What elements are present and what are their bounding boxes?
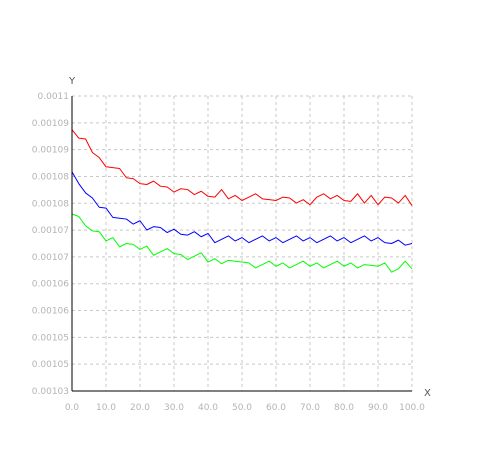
x-tick-label: 70.0 [300, 403, 320, 413]
y-axis-label: Y [68, 76, 76, 87]
x-tick-label: 90.0 [368, 403, 388, 413]
y-tick-label: 0.00109 [32, 146, 69, 156]
y-tick-label: 0.0011 [38, 92, 70, 102]
y-tick-label: 0.00106 [32, 280, 69, 290]
y-tick-label: 0.00107 [32, 253, 69, 263]
y-tick-label: 0.00105 [32, 333, 69, 343]
x-tick-label: 100.0 [399, 403, 425, 413]
x-tick-label: 80.0 [334, 403, 354, 413]
axes [71, 96, 412, 392]
x-tick-label: 30.0 [164, 403, 184, 413]
x-tick-label: 60.0 [266, 403, 286, 413]
series-line-1 [71, 129, 413, 206]
y-tick-label: 0.00105 [32, 360, 69, 370]
series-line-3 [71, 213, 413, 273]
y-tick-label: 0.00107 [32, 226, 69, 236]
y-tick-label: 0.00108 [32, 199, 69, 209]
x-tick-label: 40.0 [198, 403, 218, 413]
series-line-2 [71, 171, 413, 246]
x-tick-label: 20.0 [130, 403, 150, 413]
y-tick-label: 0.00109 [32, 119, 69, 129]
x-tick-label: 50.0 [232, 403, 252, 413]
x-tick-label: 0.0 [65, 403, 80, 413]
y-tick-label: 0.00108 [32, 172, 69, 182]
y-tick-label: 0.00106 [32, 307, 69, 317]
x-axis-label: X [424, 388, 431, 399]
x-tick-label: 10.0 [96, 403, 116, 413]
series-lines [71, 129, 413, 273]
grid [72, 95, 413, 391]
tick-labels: 0.0 10.0 20.0 30.0 40.0 50.0 60.0 70.0 80.0 90.0 1… [32, 92, 425, 413]
y-tick-label: 0.00103 [32, 387, 69, 397]
